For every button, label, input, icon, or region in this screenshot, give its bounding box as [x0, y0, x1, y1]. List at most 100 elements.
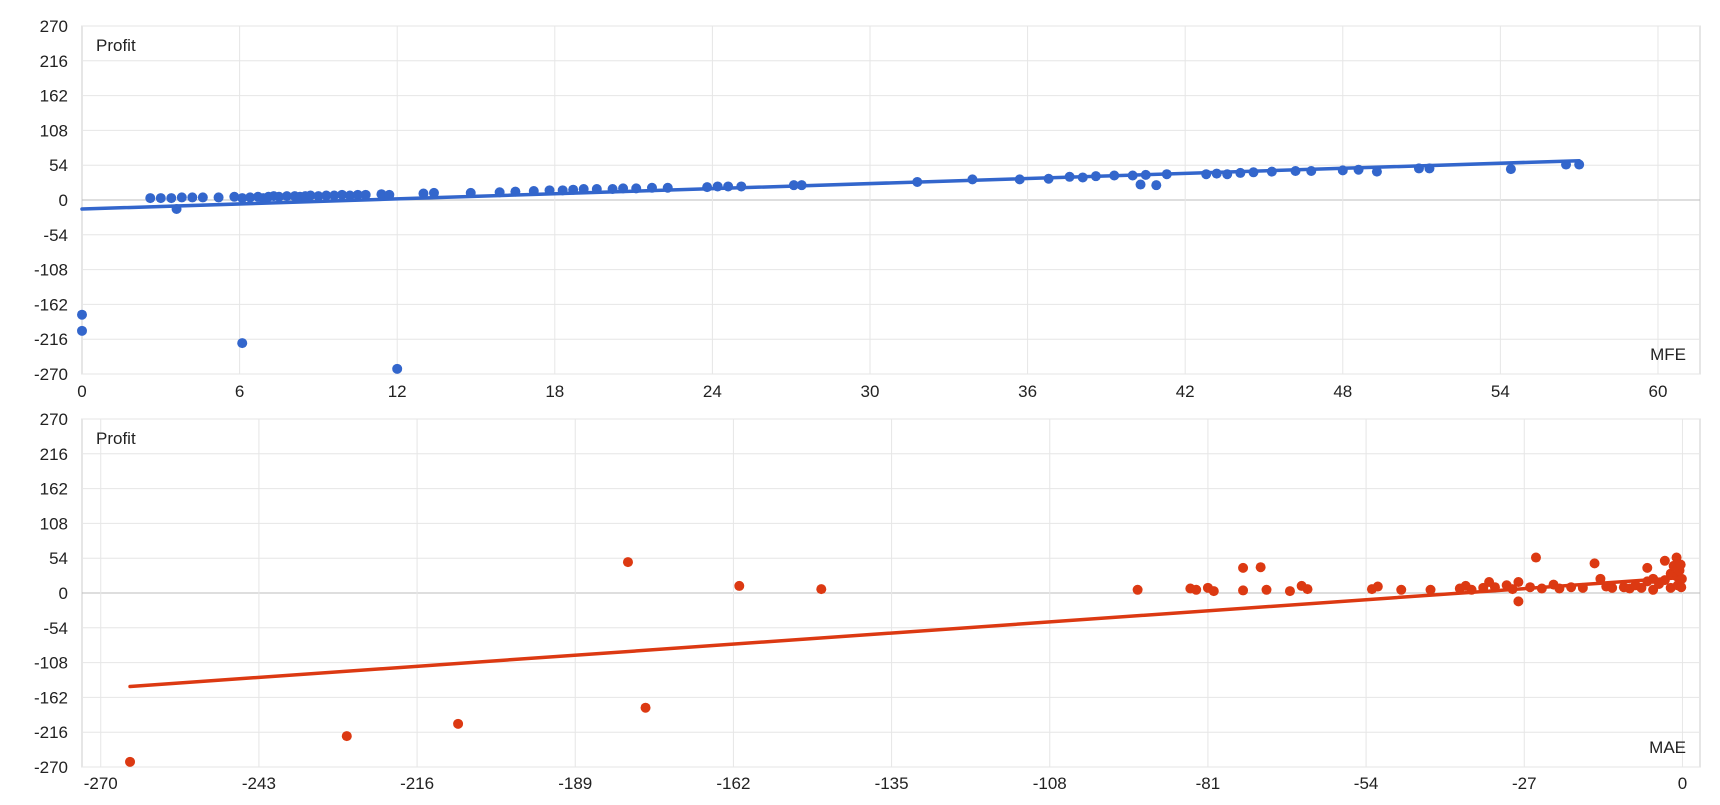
chart2-x-tick-label: -108 [1033, 774, 1067, 793]
chart1-data-point [273, 191, 284, 202]
chart1-data-point [213, 192, 224, 203]
chart2-x-tick-label: -81 [1196, 774, 1221, 793]
chart1-x-tick-label: 42 [1176, 382, 1195, 401]
chart2-data-point [1191, 584, 1202, 595]
chart2-data-point [1636, 582, 1647, 593]
chart1-data-point [281, 191, 292, 202]
chart2-x-tick-label: -54 [1354, 774, 1379, 793]
chart1-data-point [1505, 164, 1516, 175]
chart2-x-tick-label: -216 [400, 774, 434, 793]
chart2-data-point [1238, 585, 1249, 596]
chart2-data-point [734, 580, 745, 591]
chart1-data-point [352, 189, 363, 200]
chart2-x-tick-label: -135 [875, 774, 909, 793]
chart2-x-tick-label: -162 [716, 774, 750, 793]
chart1-data-point [360, 189, 371, 200]
chart1-x-tick-label: 12 [388, 382, 407, 401]
chart2-data-point [1589, 558, 1600, 569]
chart1-y-tick-label: -162 [34, 295, 68, 314]
chart1-data-point [145, 193, 156, 204]
chart1-trendline [80, 158, 1581, 211]
chart1-data-point [392, 363, 403, 374]
chart2-y-tick-label: 270 [40, 410, 68, 429]
chart2-data-point [1607, 582, 1618, 593]
chart1-x-tick-label: 48 [1333, 382, 1352, 401]
chart1-y-tick-label: 108 [40, 121, 68, 140]
chart1-data-point [329, 190, 340, 201]
chart2-y-tick-label: 162 [40, 480, 68, 499]
chart2-x-tick-label: -270 [84, 774, 118, 793]
chart1-y-tick-label: -270 [34, 365, 68, 384]
chart1-data-point [155, 193, 166, 204]
chart2-y-tick-label: -216 [34, 723, 68, 742]
chart2-data-point [640, 702, 651, 713]
chart1-y-tick-label: 54 [49, 156, 68, 175]
chart2-y-tick-label: 0 [59, 584, 68, 603]
chart1-y-tick-label: -108 [34, 261, 68, 280]
chart1-data-point [176, 192, 187, 203]
chart1-x-tick-label: 18 [545, 382, 564, 401]
chart1-x-axis-label: MFE [1650, 345, 1686, 364]
chart1-data-point [237, 338, 248, 349]
chart2-data-point [1659, 555, 1670, 566]
chart2-y-tick-label: 216 [40, 445, 68, 464]
chart2-data-point [1372, 581, 1383, 592]
chart1-data-point [313, 191, 324, 202]
chart2-data-point [1642, 562, 1653, 573]
chart1-data-point [197, 192, 208, 203]
chart1-data-point [376, 189, 387, 200]
chart2-x-tick-label: -243 [242, 774, 276, 793]
chart1-data-point [77, 309, 87, 320]
chart1-y-tick-label: 216 [40, 52, 68, 71]
chart1-x-tick-label: 30 [861, 382, 880, 401]
chart2-data-point [125, 756, 136, 767]
chart1-y-tick-label: -216 [34, 330, 68, 349]
chart1-y-tick-label: 162 [40, 87, 68, 106]
chart2-data-point [1595, 573, 1606, 584]
chart2-data-point [1513, 596, 1524, 607]
chart1-x-tick-label: 36 [1018, 382, 1037, 401]
chart2-y-tick-label: 108 [40, 514, 68, 533]
chart1-data-point [187, 192, 198, 203]
chart1-x-tick-label: 6 [235, 382, 244, 401]
chart2-data-point [1302, 584, 1313, 595]
chart2-data-point [1208, 586, 1219, 597]
chart1-x-tick-label: 0 [77, 382, 86, 401]
chart1-x-tick-label: 24 [703, 382, 722, 401]
chart1-data-point [344, 190, 355, 201]
chart1-data-point [229, 191, 240, 202]
chart2-data-point [1238, 562, 1249, 573]
chart1-data-point [245, 192, 256, 203]
chart2-data-point [1675, 559, 1686, 570]
chart1-data-point [321, 190, 332, 201]
chart1-x-tick-label: 60 [1649, 382, 1668, 401]
chart2-trendline [128, 575, 1685, 689]
chart2-data-point [341, 731, 352, 742]
chart1-y-tick-label: -54 [43, 226, 68, 245]
chart2-data-point [1513, 577, 1524, 588]
chart2-y-tick-label: 54 [49, 549, 68, 568]
chart1-y-tick-label: 270 [40, 17, 68, 36]
chart1-data-point [305, 190, 316, 201]
chart1-data-point [1151, 180, 1162, 191]
chart2-y-tick-label: -54 [43, 619, 68, 638]
chart1-x-tick-label: 54 [1491, 382, 1510, 401]
chart2-data-point [816, 584, 827, 595]
chart1-data-point [237, 193, 248, 204]
chart1-data-point [1135, 179, 1146, 190]
chart2-data-point [1132, 584, 1143, 595]
chart1-y-axis-label: Profit [96, 36, 136, 55]
chart2-x-tick-label: -189 [558, 774, 592, 793]
chart1-y-tick-label: 0 [59, 191, 68, 210]
chart2-x-tick-label: 0 [1678, 774, 1687, 793]
chart2-y-axis-label: Profit [96, 429, 136, 448]
chart2-data-point [622, 557, 633, 568]
chart2-y-tick-label: -108 [34, 654, 68, 673]
chart2-data-point [1396, 584, 1407, 595]
chart2-x-tick-label: -27 [1512, 774, 1537, 793]
chart2-data-point [453, 718, 464, 729]
chart1-data-point [77, 325, 87, 336]
chart1-data-point [337, 189, 348, 200]
